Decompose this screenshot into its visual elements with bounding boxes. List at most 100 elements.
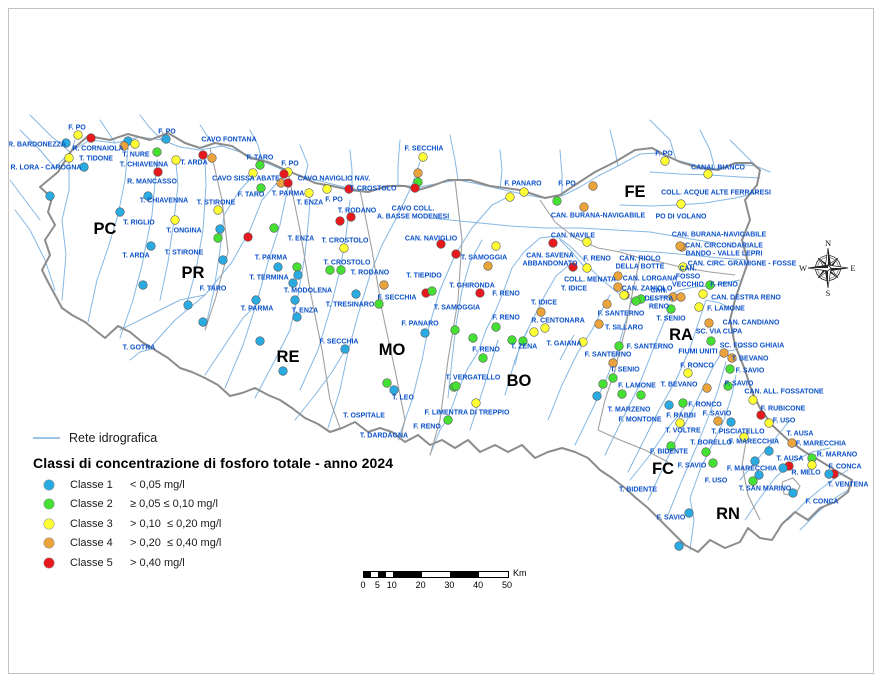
station-dot — [674, 541, 684, 551]
station-dot — [451, 249, 461, 259]
station-dot — [152, 147, 162, 157]
station-dot — [725, 364, 735, 374]
station-label: F. MARECCHIA — [727, 466, 777, 473]
river-line — [184, 159, 207, 311]
river-line — [327, 161, 421, 429]
station-dot — [540, 323, 550, 333]
station-dot — [170, 215, 180, 225]
station-dot — [198, 317, 208, 327]
station-dot — [666, 304, 676, 314]
station-dot — [146, 241, 156, 251]
scale-bar: 0 5 10 20 30 40 50 Km — [360, 568, 533, 592]
station-label: FIUMI UNITI — [678, 349, 717, 356]
station-dot — [292, 312, 302, 322]
compass-rose: N E S W — [799, 239, 856, 297]
river-line — [559, 334, 575, 361]
station-label: F. TARO — [238, 192, 265, 199]
station-dot — [703, 169, 713, 179]
station-label: CAN. RIOLO DELLA BOTTE — [616, 256, 665, 271]
station-dot — [413, 168, 423, 178]
station-label: T. PARMA — [255, 255, 288, 262]
scale-bar-tick-label: 30 — [444, 580, 455, 590]
station-label: F. PO — [325, 197, 343, 204]
station-dot — [73, 130, 83, 140]
station-dot — [756, 410, 766, 420]
class-range: > 0,20 ≤ 0,40 mg/l — [130, 537, 222, 550]
station-dot — [483, 261, 493, 271]
station-dot — [702, 383, 712, 393]
compass-w-label: W — [799, 263, 807, 273]
station-dot — [579, 202, 589, 212]
station-label: T. ENZA — [292, 308, 318, 315]
station-dot — [64, 153, 74, 163]
station-label: T. SILLARO — [605, 325, 644, 332]
station-dot — [613, 282, 623, 292]
station-label: CAN. ZANIOLO — [622, 286, 673, 293]
network-legend-label: Rete idrografica — [69, 431, 158, 445]
station-dot — [582, 237, 592, 247]
station-dot — [143, 191, 153, 201]
compass-s-label: S — [826, 288, 831, 297]
station-label: F. MARECCHIA — [729, 439, 779, 446]
station-dot — [288, 278, 298, 288]
station-dot — [198, 150, 208, 160]
station-dot — [598, 379, 608, 389]
river-line — [504, 265, 569, 396]
station-label: R. MELO — [791, 470, 821, 477]
station-label: CAN. NAVILE — [551, 233, 596, 240]
river-line — [667, 361, 727, 516]
station-dot — [739, 432, 749, 442]
province-label-bo: BO — [507, 372, 532, 390]
station-label: R. CORNAIOLA — [72, 146, 123, 153]
legend: Rete idrografica Classi di concentrazion… — [33, 430, 393, 573]
station-dot — [171, 155, 181, 165]
station-dot — [678, 262, 688, 272]
station-dot — [748, 395, 758, 405]
station-dot — [675, 241, 685, 251]
station-label: F. PO — [281, 161, 299, 168]
station-dot — [578, 337, 588, 347]
station-dot — [293, 270, 303, 280]
station-dot — [339, 243, 349, 253]
river-line — [689, 374, 737, 551]
station-label: T. STIRONE — [165, 250, 204, 257]
station-label: CAN. DESTRA RENO — [645, 288, 674, 311]
station-label: T. GOTRA — [123, 345, 156, 352]
station-label: T. LEO — [392, 395, 414, 402]
station-label: T. CHIAVENNA — [140, 198, 188, 205]
river-line — [649, 119, 677, 161]
station-label: F. RENO — [492, 315, 520, 322]
station-dot — [475, 288, 485, 298]
station-label: F. RENO — [583, 256, 611, 263]
station-dot — [215, 224, 225, 234]
legend-class-row: Classe 2 ≥ 0,05 ≤ 0,10 mg/l — [33, 495, 363, 515]
river-line — [397, 195, 511, 441]
scale-bar-segment — [385, 572, 393, 577]
scale-bar-graphic — [363, 571, 509, 578]
station-label: CAN. NAVIGLIO — [405, 236, 458, 243]
class-range: ≥ 0,05 ≤ 0,10 mg/l — [130, 498, 218, 511]
station-label: T. RIGLIO — [123, 220, 155, 227]
station-dot — [382, 378, 392, 388]
station-dot — [45, 191, 55, 201]
river-line — [627, 299, 734, 473]
station-label: F. PANARO — [504, 181, 542, 188]
class-color-dot — [44, 479, 54, 490]
station-label: T. NURE — [122, 152, 150, 159]
station-label: F. SAVIO — [678, 463, 707, 470]
station-label: T. OSPITALE — [343, 413, 385, 420]
station-dot — [119, 141, 129, 151]
station-label: R. CENTONARA — [531, 318, 585, 325]
station-dot — [750, 456, 760, 466]
province-label-ra: RA — [669, 326, 693, 344]
station-label: F. RONCO — [680, 363, 714, 370]
station-dot — [292, 262, 302, 272]
river-line — [129, 349, 149, 361]
station-label: CAVO SISSA ABATE — [212, 176, 280, 183]
station-dot — [764, 446, 774, 456]
station-dot — [706, 336, 716, 346]
station-label: T. MODOLENA — [284, 288, 332, 295]
station-label: F. SANTERNO — [627, 344, 674, 351]
